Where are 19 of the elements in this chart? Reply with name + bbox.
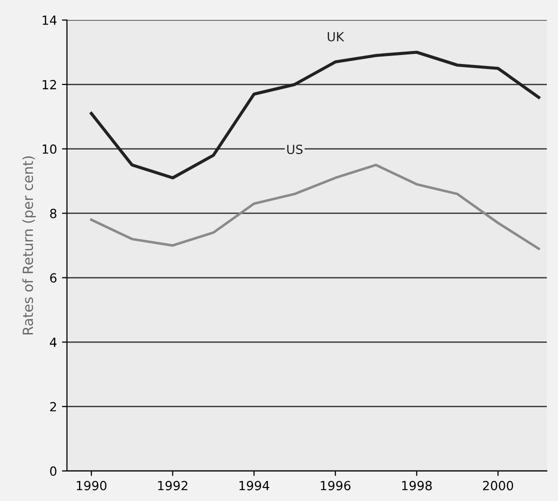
x-tick-label: 1998 [402, 480, 432, 490]
series-label: UK [328, 32, 344, 42]
x-tick-label: 2000 [483, 480, 514, 490]
y-tick-label: 4 [50, 338, 57, 347]
y-tick-label: 10 [42, 144, 56, 154]
line-series [90, 164, 540, 250]
x-tick-label: 1994 [240, 480, 270, 490]
y-tick-label: 0 [50, 466, 56, 476]
x-tick-label: 1990 [76, 480, 106, 490]
y-tick-label: 2 [50, 402, 56, 412]
y-tick-label: 12 [42, 80, 56, 90]
y-tick-label: 6 [50, 273, 56, 283]
x-tick-label: 1992 [158, 480, 188, 490]
text: US [287, 144, 303, 154]
y-tick-label: 14 [42, 16, 57, 25]
y-axis-title: Rates of Return (per cent) [22, 156, 36, 334]
y-tick-label: 8 [50, 208, 56, 218]
line-series [90, 50, 540, 180]
x-tick-label: 1996 [320, 480, 350, 490]
